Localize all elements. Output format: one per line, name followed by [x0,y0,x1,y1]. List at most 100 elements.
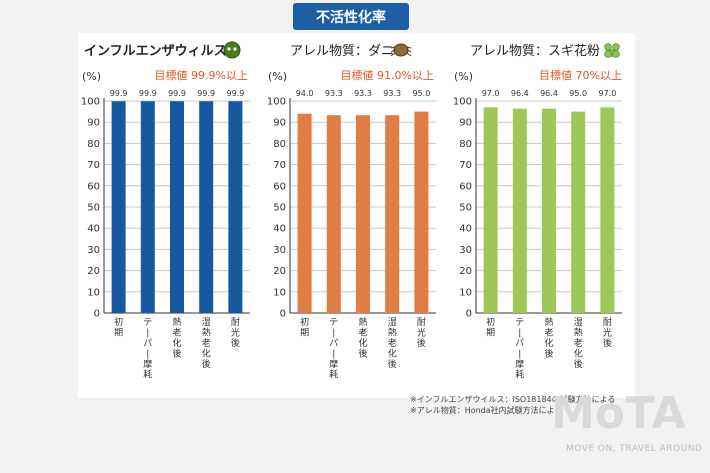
y-tick-label: 20 [87,266,100,277]
bar-value-label: 94.0 [296,89,314,98]
chart-target: 目標値 70%以上 [539,68,622,82]
y-tick-label: 90 [273,118,286,129]
bar [541,108,557,314]
x-category-label: テ|パ|摩耗 [143,317,152,381]
y-tick-label: 60 [459,181,472,192]
y-tick-label: 10 [87,287,100,298]
x-category-label: 湿熱老化後 [388,317,397,370]
x-category-label: 湿熱老化後 [574,317,583,370]
bar-value-label: 96.4 [511,89,529,98]
y-tick-label: 40 [459,224,472,235]
y-tick-label: 0 [280,309,286,320]
y-tick-label: 10 [273,287,286,298]
bar-value-label: 99.9 [197,89,215,98]
x-category-label: 熱老化後 [172,316,181,360]
y-tick-label: 40 [87,224,100,235]
mite-leg [390,52,396,57]
x-category-label: 初期 [486,316,495,339]
mota-logo: MoTA MOVE ON, TRAVEL AROUND [551,388,702,454]
y-tick-label: 100 [81,97,100,108]
pollen-grain [612,50,620,58]
chart-title: アレル物質：スギ花粉 [470,43,600,59]
footnote: ※アレル物質：Honda社内試験方法による [410,405,562,415]
mite-leg [406,46,412,49]
y-tick-label: 30 [87,245,100,256]
y-tick-label: 10 [459,287,472,298]
x-category-label: 熱老化後 [358,316,367,360]
mite-body [393,43,409,57]
dust-mite-icon [390,43,412,57]
x-category-label: 熱老化後 [544,316,553,360]
bar [483,107,498,313]
y-axis-unit: (%) [268,70,287,83]
bar [199,101,214,313]
y-tick-label: 50 [273,203,286,214]
virus-eye-right [233,47,237,51]
y-tick-label: 70 [273,160,286,171]
chart-target: 目標値 91.0%以上 [341,68,434,82]
chart-title: インフルエンザウィルス [84,44,227,59]
bar [385,115,400,313]
y-tick-label: 100 [453,97,472,108]
bar-value-label: 95.0 [569,89,587,98]
y-tick-label: 90 [87,118,100,129]
bar-value-label: 99.9 [168,89,186,98]
x-category-label: 耐光後 [417,316,426,349]
y-tick-label: 80 [87,139,100,150]
y-tick-label: 60 [273,181,286,192]
bar [228,101,243,313]
y-tick-label: 80 [273,139,286,150]
y-tick-label: 30 [459,245,472,256]
x-category-label: 初期 [300,316,309,339]
pollen-grain [612,43,620,51]
y-tick-label: 70 [87,160,100,171]
x-category-label: 耐光後 [603,316,612,349]
bar-value-label: 93.3 [383,89,401,98]
x-category-label: 耐光後 [231,316,240,349]
bar [326,115,341,313]
footnote: ※インフルエンザウイルス：ISO18184の試験方法による [410,394,615,404]
bar-value-label: 99.9 [110,89,128,98]
chart-target: 目標値 99.9%以上 [155,68,248,82]
y-tick-label: 70 [459,160,472,171]
y-tick-label: 90 [459,118,472,129]
virus-body [223,41,241,59]
y-tick-label: 100 [267,97,286,108]
virus-eye-left [227,47,231,51]
logo-name: MoTA [551,388,686,439]
logo-tagline: MOVE ON, TRAVEL AROUND [566,444,702,454]
virus-icon [223,41,241,59]
pollen-icon [604,43,620,58]
y-tick-label: 60 [87,181,100,192]
bar [571,111,586,313]
chart-title: アレル物質：ダニ [290,44,394,59]
y-tick-label: 40 [273,224,286,235]
y-tick-label: 30 [273,245,286,256]
y-axis-unit: (%) [82,70,101,83]
x-category-label: 湿熱老化後 [202,317,211,370]
mite-leg [390,49,396,53]
y-tick-label: 80 [459,139,472,150]
x-category-label: テ|パ|摩耗 [329,317,338,381]
y-tick-label: 20 [459,266,472,277]
bar [297,113,312,313]
bar [355,115,371,313]
x-category-label: 初期 [114,316,123,339]
x-category-label: テ|パ|摩耗 [515,317,524,381]
bar [600,107,615,313]
mite-leg [390,46,396,49]
bar [111,101,126,313]
bar-value-label: 99.9 [226,89,244,98]
pollen-grain [604,43,612,51]
bar [169,101,185,313]
pollen-grain [604,50,612,58]
bar-value-label: 93.3 [354,89,372,98]
bar-value-label: 93.3 [325,89,343,98]
bar-value-label: 97.0 [482,89,500,98]
bar [512,108,527,314]
mite-leg [406,49,412,53]
y-axis-unit: (%) [454,70,473,83]
